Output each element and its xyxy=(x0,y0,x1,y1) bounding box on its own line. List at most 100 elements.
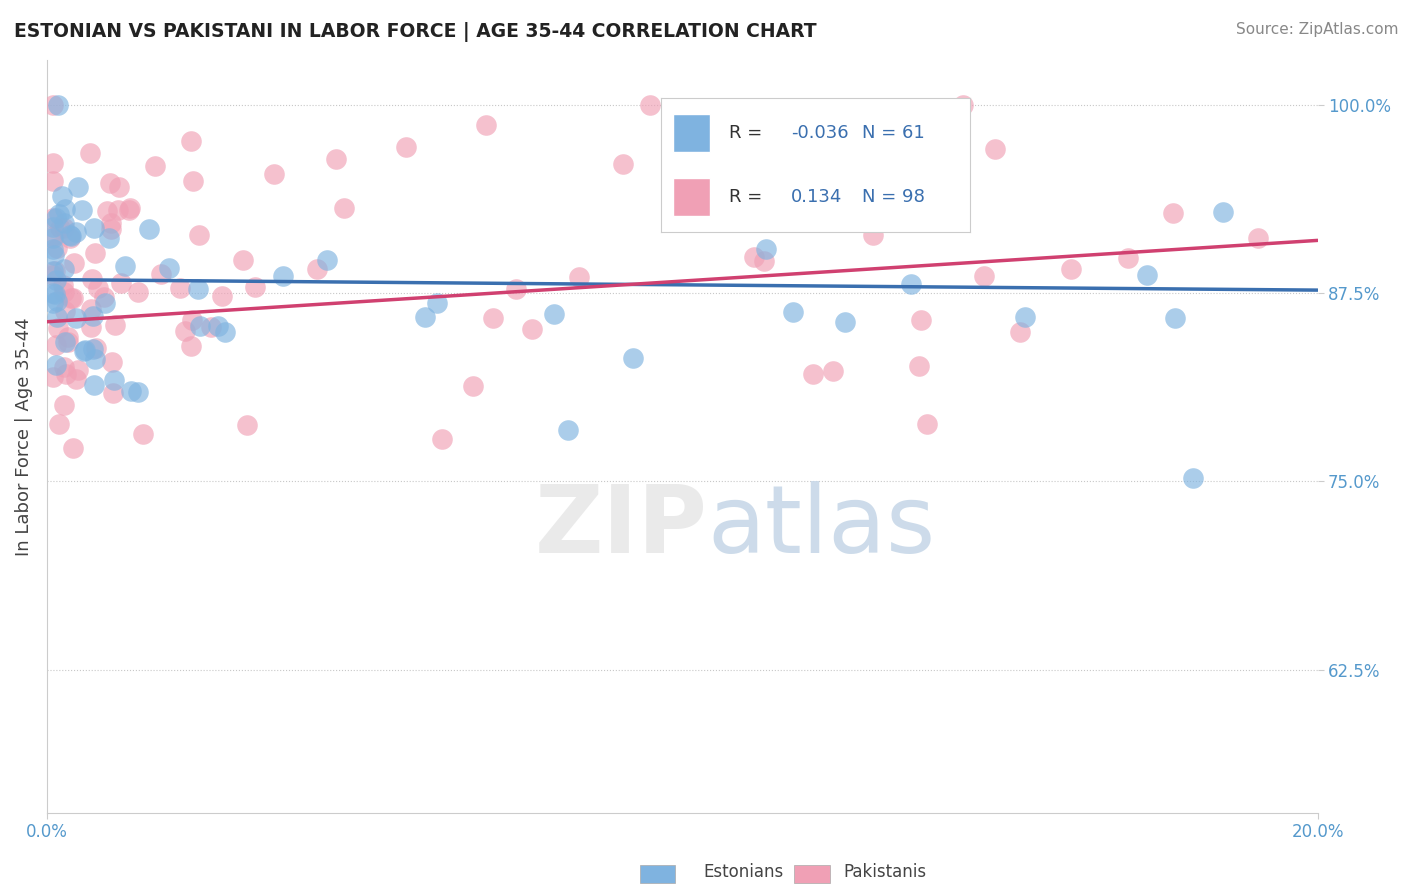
Point xyxy=(65,372,87,386)
Point xyxy=(46,310,69,324)
Point xyxy=(100,216,122,230)
Text: -0.036: -0.036 xyxy=(790,124,848,142)
Point xyxy=(612,156,634,170)
Point xyxy=(482,310,505,325)
Point xyxy=(84,342,107,356)
Point xyxy=(49,220,72,235)
Point xyxy=(51,188,73,202)
Point xyxy=(316,253,339,268)
Point xyxy=(53,202,76,216)
Point xyxy=(104,318,127,333)
Text: N = 98: N = 98 xyxy=(862,188,925,206)
Point xyxy=(66,363,89,377)
Point xyxy=(754,254,776,268)
Point xyxy=(415,310,437,324)
Point xyxy=(46,321,69,335)
Point xyxy=(187,227,209,242)
Point xyxy=(79,145,101,160)
FancyBboxPatch shape xyxy=(673,178,710,216)
Point xyxy=(181,313,204,327)
Point xyxy=(1212,205,1234,219)
Point xyxy=(952,97,974,112)
Point xyxy=(1116,251,1139,265)
Point xyxy=(138,222,160,236)
Point xyxy=(187,282,209,296)
Text: Source: ZipAtlas.com: Source: ZipAtlas.com xyxy=(1236,22,1399,37)
Point xyxy=(45,241,67,255)
Point xyxy=(207,319,229,334)
Point xyxy=(73,343,96,357)
Point xyxy=(44,263,66,277)
Point xyxy=(214,326,236,340)
Point xyxy=(62,291,84,305)
Point xyxy=(44,359,66,373)
Point xyxy=(100,176,122,190)
Point xyxy=(150,267,173,281)
Point xyxy=(1163,310,1185,325)
Point xyxy=(42,231,65,245)
Point xyxy=(65,310,87,325)
Point xyxy=(48,207,70,221)
Point xyxy=(55,367,77,381)
Point xyxy=(44,286,66,301)
Point xyxy=(107,202,129,217)
Point xyxy=(98,231,121,245)
Point xyxy=(907,359,929,374)
Point xyxy=(915,417,938,431)
Point xyxy=(127,285,149,299)
Point xyxy=(430,432,453,446)
Point xyxy=(461,379,484,393)
Point xyxy=(1161,206,1184,220)
Point xyxy=(44,272,66,286)
Text: R =: R = xyxy=(728,188,762,206)
Point xyxy=(53,335,76,350)
Point xyxy=(568,269,591,284)
Point xyxy=(232,253,254,268)
Point xyxy=(169,280,191,294)
Point xyxy=(520,321,543,335)
Point xyxy=(42,229,65,244)
Point xyxy=(1136,268,1159,282)
Point xyxy=(46,97,69,112)
Text: 0.134: 0.134 xyxy=(790,188,842,206)
Point xyxy=(188,319,211,334)
Point xyxy=(426,296,449,310)
Point xyxy=(557,423,579,437)
Point xyxy=(42,285,65,300)
Point xyxy=(325,152,347,166)
Point xyxy=(200,320,222,334)
Point xyxy=(910,312,932,326)
Point xyxy=(180,134,202,148)
Point xyxy=(1060,261,1083,276)
Text: R =: R = xyxy=(728,124,762,142)
Point xyxy=(101,386,124,401)
Point xyxy=(333,201,356,215)
Text: Pakistanis: Pakistanis xyxy=(844,863,927,881)
Point xyxy=(42,211,65,226)
Point xyxy=(143,159,166,173)
Point xyxy=(80,319,103,334)
Point xyxy=(245,280,267,294)
Point xyxy=(157,261,180,276)
Point xyxy=(96,204,118,219)
Point xyxy=(59,231,82,245)
Point xyxy=(82,309,104,323)
Point xyxy=(120,384,142,398)
Point xyxy=(83,245,105,260)
Point xyxy=(101,354,124,368)
Point xyxy=(70,203,93,218)
Point xyxy=(42,295,65,310)
FancyBboxPatch shape xyxy=(673,114,710,152)
Point xyxy=(59,227,82,242)
Point xyxy=(273,268,295,283)
Point xyxy=(62,441,84,455)
Point xyxy=(823,364,845,378)
Point xyxy=(42,370,65,384)
Point xyxy=(132,427,155,442)
Point xyxy=(60,291,83,305)
Point xyxy=(53,359,76,374)
Y-axis label: In Labor Force | Age 35-44: In Labor Force | Age 35-44 xyxy=(15,317,32,556)
Point xyxy=(180,339,202,353)
Point xyxy=(543,307,565,321)
Point xyxy=(505,282,527,296)
